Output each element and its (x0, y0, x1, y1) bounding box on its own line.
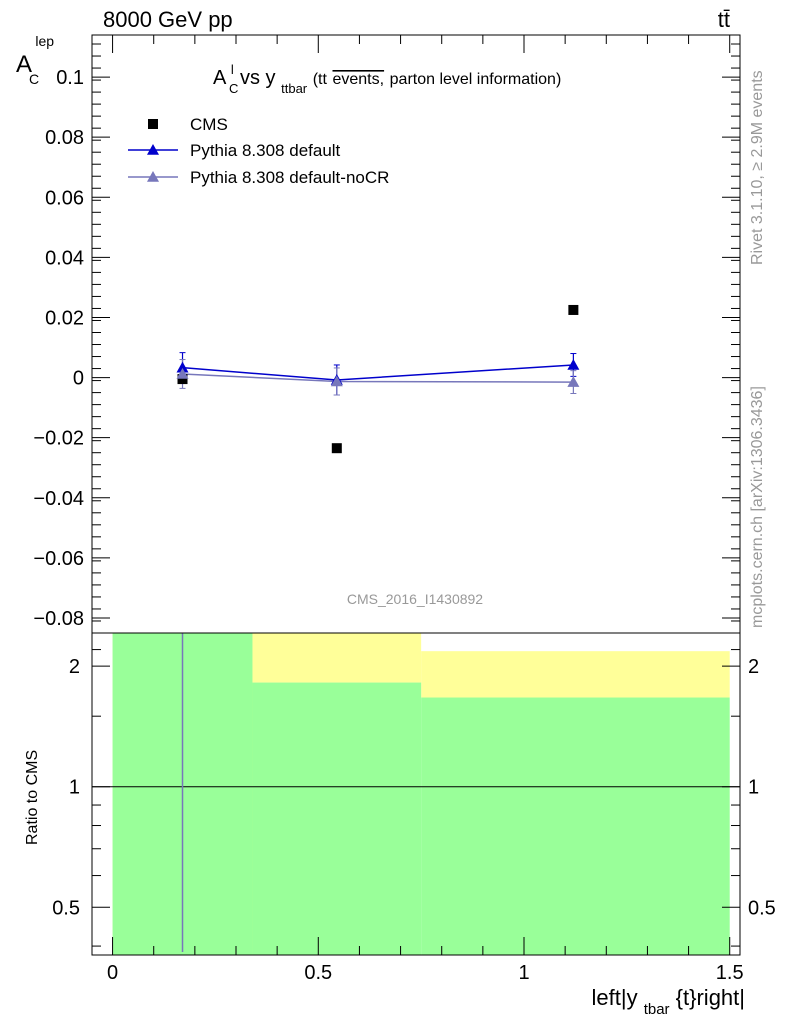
legend-marker-triangle (147, 144, 159, 155)
main-panel: −0.08 −0.06 −0.04 −0.02 0 0.02 0.04 0.06 0.08 0.1… (16, 25, 741, 634)
y-tick-label: −0.08 (33, 608, 84, 630)
x-tick-label: 0 (107, 962, 118, 984)
data-point-cms (568, 304, 579, 315)
y-tick-label: 0.04 (45, 247, 84, 269)
main-y-axis-label: A lep C (16, 25, 61, 87)
x-axis-label: left|y tbar {t}right| (592, 985, 746, 1019)
ratio-band-yellow (252, 633, 422, 683)
y-tick-label: 0.02 (45, 307, 84, 329)
y-tick-label: 0.06 (45, 187, 84, 209)
ratio-bands (112, 633, 730, 955)
main-x-ticks (112, 35, 731, 53)
x-axis-label-sub: tbar (644, 1001, 670, 1018)
ratio-y-ticks: 0.5 0.5 1 1 2 2 (52, 649, 776, 947)
x-tick-label: 1.5 (716, 962, 744, 984)
ratio-y-axis-label: Ratio to CMS (24, 750, 41, 845)
y-tick-label: 0 (73, 368, 84, 390)
header-right-label: tt̄ (718, 7, 730, 32)
y-tick-label: −0.02 (33, 428, 84, 450)
ratio-x-ticks: 0 0.5 1 1.5 (107, 937, 744, 984)
legend-label: Pythia 8.308 default (190, 141, 341, 160)
y-tick-label: −0.04 (33, 488, 84, 510)
title-overlined: events, (332, 71, 384, 88)
main-data-marks (176, 304, 580, 454)
plot-title: A l C vs y ttbar (tt events, parton leve… (213, 57, 561, 98)
mcplots-label: mcplots.cern.ch [arXiv:1306.3436] (749, 386, 766, 628)
ratio-panel: 0.5 0.5 1 1 2 2 0 0.5 1 1.5 Ratio to CMS left|y … (24, 632, 776, 1019)
title-paren-open: (tt (313, 71, 328, 88)
data-point-cms (177, 374, 188, 385)
data-point-triangle (567, 358, 580, 370)
series-line (182, 364, 574, 381)
ratio-y-tick-label: 0.5 (52, 897, 80, 919)
y-tick-label: −0.06 (33, 548, 84, 570)
y-axis-label-sup: lep (35, 33, 54, 49)
ratio-y-tick-label-right: 1 (748, 777, 759, 799)
watermark-label: CMS_2016_I1430892 (347, 591, 483, 607)
x-axis-label-pre: left|y (592, 985, 638, 1010)
ratio-plot-frame (91, 632, 741, 956)
data-point-triangle (567, 376, 580, 387)
ratio-y-tick-label: 2 (69, 656, 80, 678)
y-tick-label: 0.1 (56, 67, 84, 89)
data-point-triangle (176, 361, 189, 373)
legend: CMS Pythia 8.308 default Pythia 8.308 defa… (128, 115, 389, 187)
ratio-band-yellow (421, 651, 730, 698)
title-main: A (213, 67, 227, 89)
ratio-y-tick-label: 1 (69, 777, 80, 799)
ratio-lines (92, 633, 740, 952)
side-labels: Rivet 3.1.10, ≥ 2.9M events mcplots.cern… (749, 70, 766, 628)
header-left-label: 8000 GeV pp (103, 7, 233, 32)
header: 8000 GeV pp tt̄ (103, 7, 730, 32)
data-point-triangle (330, 375, 343, 387)
legend-marker-square (148, 119, 158, 129)
y-axis-label-main: A (16, 51, 32, 78)
ratio-y-tick-label-right: 2 (748, 656, 759, 678)
title-sub: C (229, 81, 238, 96)
data-point-cms (331, 443, 342, 454)
y-axis-label-sub: C (29, 71, 39, 87)
ratio-y-tick-label-right: 0.5 (748, 897, 776, 919)
main-y-ticks: −0.08 −0.06 −0.04 −0.02 0 0.02 0.04 0.06 0.08 0.1 (33, 43, 740, 634)
legend-label: CMS (190, 115, 228, 134)
y-tick-label: 0.08 (45, 127, 84, 149)
legend-label: Pythia 8.308 default-noCR (190, 168, 389, 187)
title-sup: l (231, 62, 234, 77)
rivet-version-label: Rivet 3.1.10, ≥ 2.9M events (749, 70, 766, 265)
title-vs: vs y (240, 67, 276, 89)
x-tick-label: 0.5 (304, 962, 332, 984)
x-tick-label: 1 (518, 962, 529, 984)
ratio-band-green (421, 697, 730, 955)
title-sub2: ttbar (281, 81, 308, 96)
ratio-band-green (252, 682, 422, 955)
title-paren-rest: parton level information) (390, 71, 562, 88)
x-axis-label-post: {t}right| (676, 985, 745, 1010)
data-point-triangle (176, 367, 189, 379)
legend-marker-triangle (147, 171, 159, 182)
